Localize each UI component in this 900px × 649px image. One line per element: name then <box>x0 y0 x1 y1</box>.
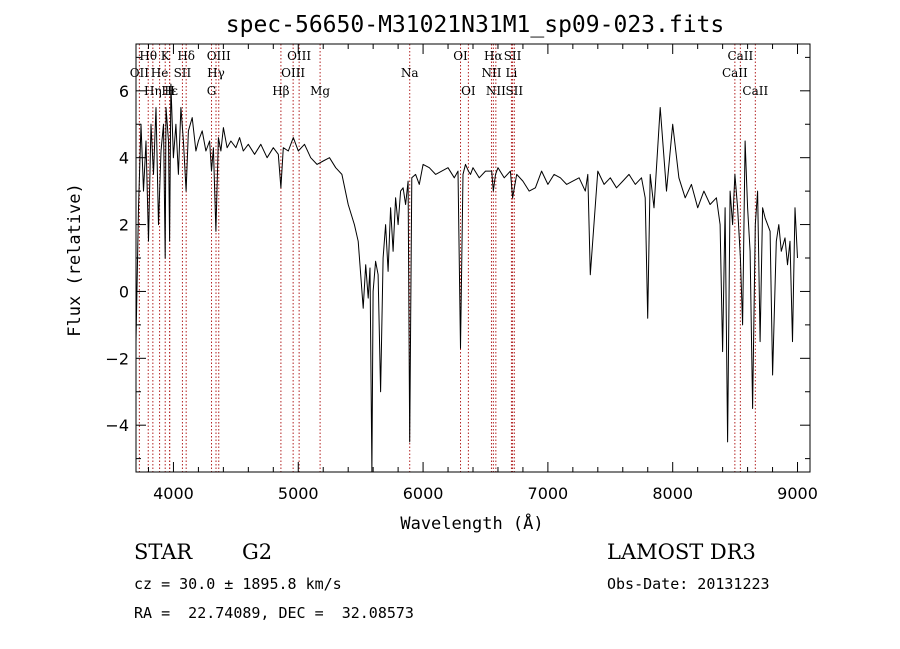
sky-coordinates: RA = 22.74089, DEC = 32.08573 <box>134 604 414 622</box>
line-label-13: OIII <box>287 49 311 63</box>
x-tick-label-5: 9000 <box>777 484 818 503</box>
line-label-22: SII <box>504 49 522 63</box>
x-tick-label-1: 5000 <box>278 484 319 503</box>
redshift-velocity: cz = 30.0 ± 1895.8 km/s <box>134 575 342 593</box>
y-tick-label-3: 2 <box>119 216 129 235</box>
object-subclass: G2 <box>242 540 273 564</box>
line-label-23: Li <box>506 66 518 80</box>
observation-date: Obs-Date: 20131223 <box>607 575 770 593</box>
object-class: STAR <box>134 540 193 564</box>
x-tick-label-0: 4000 <box>153 484 194 503</box>
x-axis-label: Wavelength (Å) <box>400 512 543 534</box>
plot-frame <box>135 43 811 473</box>
line-label-12: Hβ <box>272 84 289 98</box>
line-label-27: CaII <box>742 84 768 98</box>
y-tick-label-4: 4 <box>119 149 129 168</box>
line-label-15: Mg <box>310 84 330 98</box>
x-tick-label-2: 6000 <box>403 484 444 503</box>
line-label-3: He <box>151 66 169 80</box>
survey-name: LAMOST DR3 <box>607 540 756 564</box>
line-label-0: Hθ <box>139 49 157 63</box>
line-label-4: K <box>161 49 171 63</box>
line-label-2: Hη <box>144 84 162 98</box>
line-label-9: OIII <box>207 49 231 63</box>
line-label-8: Hδ <box>177 49 195 63</box>
spectral-line-markers <box>138 44 756 472</box>
line-label-6: Hε <box>161 84 178 98</box>
y-axis-label: Flux (relative) <box>65 183 85 337</box>
chart-title: spec-56650-M31021N31M1_sp09-023.fits <box>226 12 725 38</box>
y-tick-label-5: 6 <box>119 82 129 101</box>
line-label-21: NII <box>486 84 506 98</box>
line-label-7: SII <box>174 66 192 80</box>
spectrum-trace <box>135 83 798 473</box>
line-label-14: OIII <box>281 66 305 80</box>
x-tick-label-4: 8000 <box>652 484 693 503</box>
line-label-25: CaII <box>722 66 748 80</box>
line-label-1: OII <box>130 66 150 80</box>
y-tick-label-2: 0 <box>119 282 129 301</box>
line-label-24: SII <box>505 84 523 98</box>
axis-ticks: 4000 5000 6000 7000 8000 9000 −4 −2 0 2 4 6 <box>105 44 818 503</box>
y-tick-label-1: −2 <box>105 349 129 368</box>
y-tick-label-0: −4 <box>105 416 129 435</box>
line-label-10: Hγ <box>207 66 225 80</box>
x-tick-label-3: 7000 <box>528 484 569 503</box>
line-labels: Hθ OII Hη He K HHε SII Hδ OIII Hγ G Hβ OIII OIII Mg Na O… <box>130 49 769 98</box>
spectrum-line <box>135 83 798 473</box>
line-label-17: OI <box>453 49 468 63</box>
line-label-5: H <box>164 84 174 98</box>
line-label-16: Na <box>401 66 419 80</box>
line-label-19: Hα <box>484 49 503 63</box>
line-label-26: CaII <box>727 49 753 63</box>
line-label-11: G <box>207 84 217 98</box>
line-label-18: OI <box>461 84 476 98</box>
line-label-20: NII <box>481 66 501 80</box>
